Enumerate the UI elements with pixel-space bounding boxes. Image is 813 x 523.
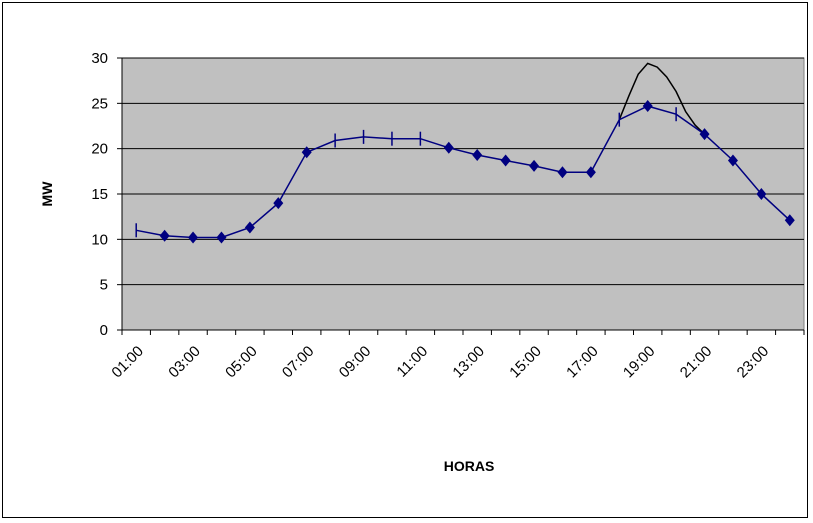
- y-tick-label: 25: [91, 95, 108, 112]
- y-tick-label: 5: [100, 277, 108, 294]
- x-tick-label: 23:00: [734, 343, 773, 382]
- x-tick-label: 03:00: [165, 343, 204, 382]
- x-axis: 01:00 03:00 05:00 07:00 09:00 11:00 13:00 15:00…: [108, 330, 804, 381]
- x-tick-label: 01:00: [108, 343, 147, 382]
- x-tick-label: 17:00: [563, 343, 602, 382]
- y-tick-label: 15: [91, 186, 108, 203]
- x-tick-label: 19:00: [620, 343, 659, 382]
- x-tick-label: 21:00: [677, 343, 716, 382]
- y-tick-label: 10: [91, 231, 108, 248]
- x-tick-label: 05:00: [222, 343, 261, 382]
- x-tick-label: 13:00: [449, 343, 488, 382]
- x-tick-label: 07:00: [279, 343, 318, 382]
- y-axis: 0 5 10 15 20 25 30: [91, 50, 122, 339]
- y-tick-label: 0: [100, 322, 108, 339]
- x-tick-label: 11:00: [393, 343, 431, 381]
- x-tick-label: 09:00: [336, 343, 375, 382]
- y-tick-label: 30: [91, 50, 108, 67]
- x-tick-label: 15:00: [506, 343, 545, 382]
- x-axis-title: HORAS: [444, 458, 495, 474]
- y-axis-title: MW: [39, 181, 55, 207]
- y-tick-label: 20: [91, 141, 108, 158]
